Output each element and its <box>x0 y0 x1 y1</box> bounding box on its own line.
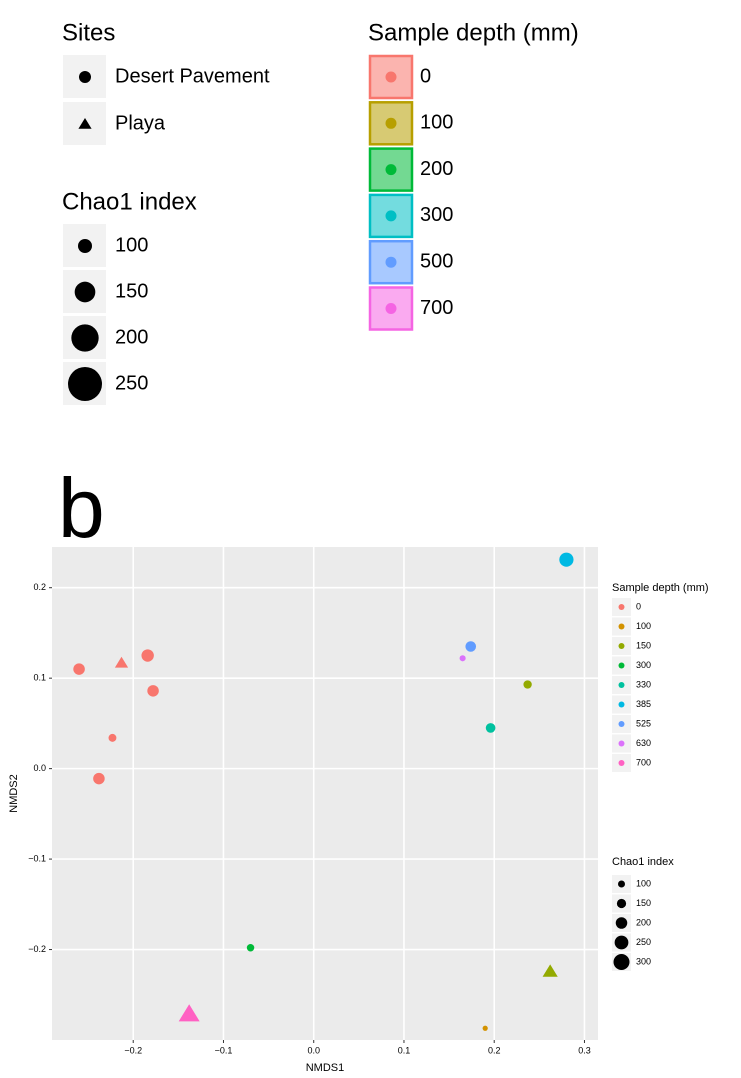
legend-label: 0 <box>636 601 641 611</box>
legend-label: 100 <box>420 112 453 134</box>
data-point <box>73 663 85 675</box>
legend-label: 300 <box>636 660 651 670</box>
x-tick-label: 0.0 <box>307 1045 320 1055</box>
legend-title: Chao1 index <box>62 188 197 215</box>
legend-label: 300 <box>636 956 651 966</box>
legend-label: 250 <box>636 937 651 947</box>
legend-label: 300 <box>420 204 453 226</box>
x-tick-label: 0.3 <box>578 1045 591 1055</box>
legend-label: 525 <box>636 718 651 728</box>
y-tick-label: 0.1 <box>33 673 46 683</box>
data-point <box>459 655 466 662</box>
legend-symbol <box>618 643 625 649</box>
legend-label: 0 <box>420 65 431 87</box>
x-tick-label: −0.1 <box>215 1045 233 1055</box>
legend-symbol <box>68 367 102 401</box>
legend-symbol <box>613 954 630 970</box>
legend-symbol <box>618 721 625 727</box>
legend-symbol <box>385 164 397 176</box>
legend-symbol <box>618 604 625 610</box>
legend-key <box>368 101 414 146</box>
legend-label: 100 <box>636 621 651 631</box>
legend-title: Sample depth (mm) <box>368 19 579 46</box>
legend-label: 100 <box>115 234 148 256</box>
data-point <box>482 1025 488 1031</box>
y-tick-label: −0.2 <box>28 944 46 954</box>
legend-label: Desert Pavement <box>115 65 270 87</box>
data-point <box>523 680 532 689</box>
legend-symbol <box>385 71 397 83</box>
data-point <box>141 649 154 662</box>
legend-symbol <box>616 898 627 909</box>
legend-symbol <box>385 210 397 222</box>
legend-title: Sample depth (mm) <box>612 582 709 594</box>
x-axis-label: NMDS1 <box>306 1062 345 1074</box>
y-tick-label: −0.1 <box>28 853 46 863</box>
legend-label: 700 <box>420 297 453 319</box>
legend-title: Chao1 index <box>612 856 674 868</box>
x-tick-label: 0.1 <box>398 1045 411 1055</box>
y-axis-label: NMDS2 <box>8 774 20 813</box>
panel-label: b <box>58 461 105 555</box>
legend-symbol <box>618 623 625 630</box>
data-point <box>246 944 255 952</box>
data-point <box>485 723 496 733</box>
data-point <box>559 552 574 567</box>
data-point <box>93 772 105 785</box>
legend-label: 200 <box>636 917 651 927</box>
legend-symbol <box>78 118 92 129</box>
legend-symbol <box>618 682 625 688</box>
legend-label: 150 <box>636 898 651 908</box>
legend-symbol <box>618 760 625 766</box>
legend-symbol <box>385 117 397 129</box>
legend-label: 630 <box>636 738 651 748</box>
legend-symbol <box>614 935 629 950</box>
legend-symbol <box>618 880 625 888</box>
legend-symbol <box>385 303 397 314</box>
legend-symbol <box>618 662 625 669</box>
legend-symbol <box>74 281 96 303</box>
data-point <box>147 685 159 697</box>
legend-label: 100 <box>636 878 651 888</box>
legend-label: 330 <box>636 679 651 689</box>
legend-symbol <box>615 917 628 929</box>
legend-title: Sites <box>62 19 115 46</box>
x-tick-label: −0.2 <box>124 1045 142 1055</box>
legend-symbol <box>71 324 99 352</box>
legend-symbol <box>618 701 625 708</box>
data-point <box>108 733 117 742</box>
y-tick-label: 0.0 <box>33 763 46 773</box>
legend-label: 150 <box>115 280 148 302</box>
data-point <box>114 656 129 668</box>
legend-label: 700 <box>636 757 651 767</box>
x-tick-label: 0.2 <box>488 1045 501 1055</box>
legend-symbol <box>79 71 91 83</box>
legend-label: 385 <box>636 699 651 709</box>
legend-label: 200 <box>115 326 148 348</box>
legend-label: 150 <box>636 640 651 650</box>
legend-symbol <box>78 239 92 253</box>
data-point <box>542 964 558 977</box>
data-point <box>465 641 477 652</box>
legend-label: Playa <box>115 112 166 134</box>
legend-symbol <box>618 740 625 747</box>
plot-panel <box>52 547 598 1040</box>
legend-label: 500 <box>420 250 453 272</box>
legend-symbol <box>385 256 397 268</box>
data-point <box>178 1004 200 1022</box>
legend-label: 200 <box>420 158 453 180</box>
legend-label: 250 <box>115 372 148 394</box>
y-tick-label: 0.2 <box>33 582 46 592</box>
